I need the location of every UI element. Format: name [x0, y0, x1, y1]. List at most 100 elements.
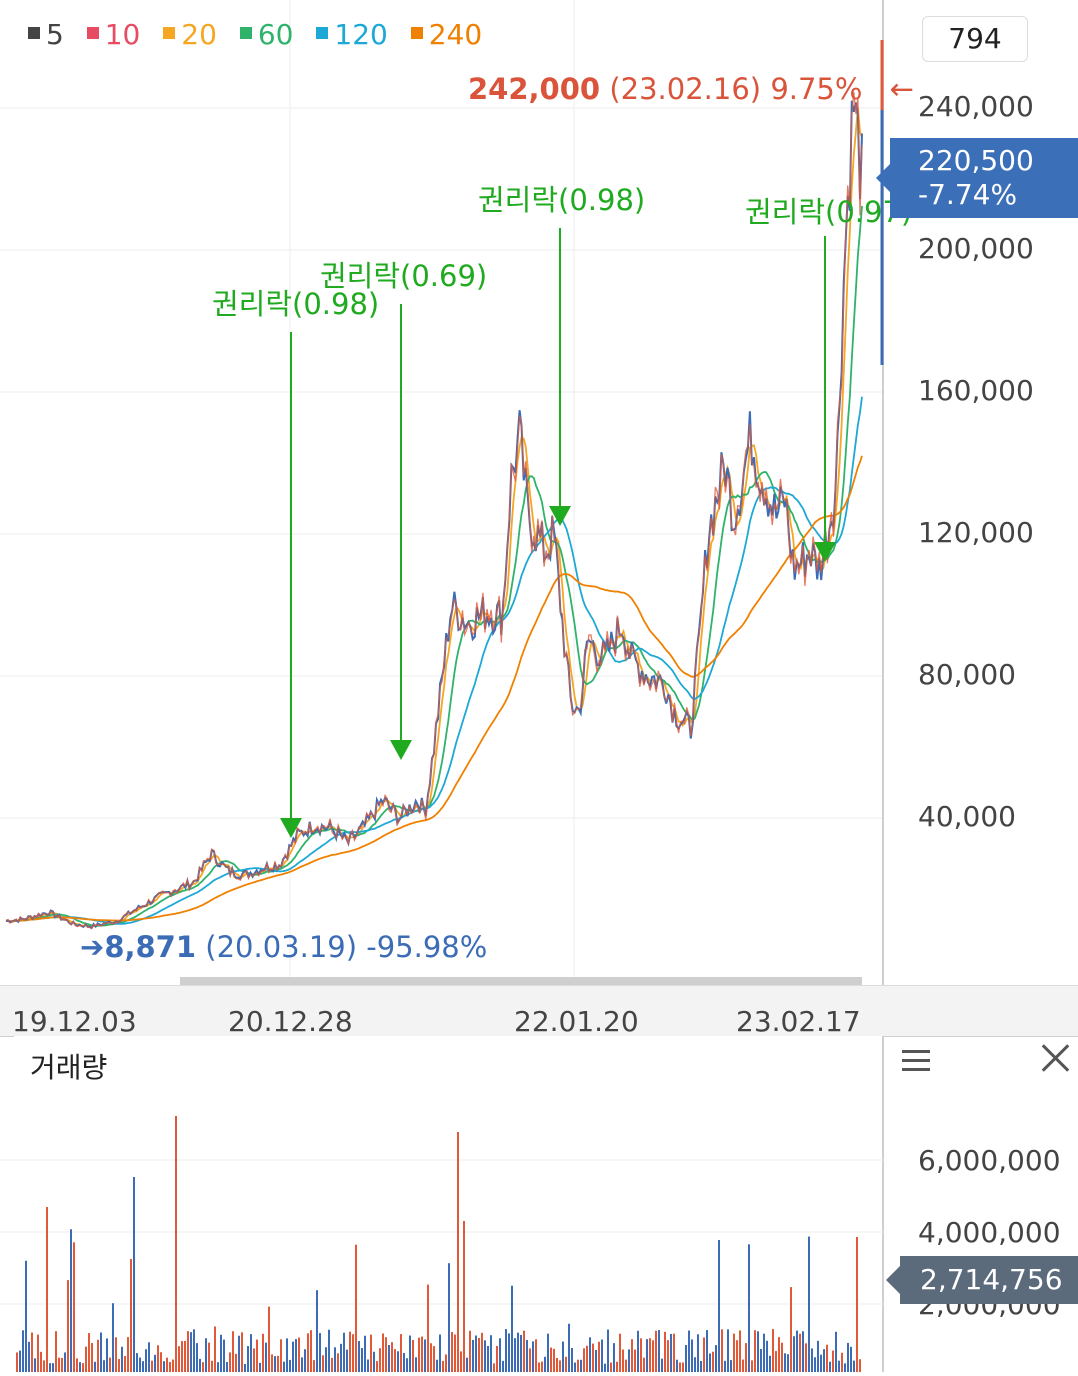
- volume-bar: [430, 1343, 432, 1372]
- volume-bar: [274, 1356, 276, 1372]
- volume-bar: [517, 1332, 519, 1372]
- volume-bar: [85, 1346, 87, 1372]
- volume-bar: [304, 1349, 306, 1372]
- volume-bar: [673, 1333, 675, 1372]
- volume-bar: [571, 1348, 573, 1372]
- volume-bar: [223, 1339, 225, 1372]
- volume-bar: [283, 1361, 285, 1372]
- volume-bar: [151, 1360, 153, 1372]
- legend-swatch-10: [86, 27, 99, 39]
- volume-bar: [496, 1345, 498, 1372]
- volume-bar: [715, 1345, 717, 1372]
- scroll-bar[interactable]: [180, 977, 862, 985]
- volume-bar: [226, 1362, 228, 1372]
- volume-bar: [670, 1333, 672, 1372]
- volume-bar: [853, 1360, 855, 1372]
- volume-bar: [406, 1358, 408, 1372]
- annotation-label: 권리락(0.97): [745, 195, 912, 229]
- legend-label-240: 240: [428, 18, 483, 51]
- volume-bar: [700, 1360, 702, 1372]
- volume-bar: [181, 1341, 183, 1372]
- volume-bar: [190, 1332, 192, 1372]
- volume-bar: [805, 1343, 807, 1372]
- volume-bar: [58, 1357, 60, 1372]
- volume-bar: [649, 1338, 651, 1372]
- legend-item-20[interactable]: 20: [163, 18, 217, 51]
- volume-chart[interactable]: [0, 1036, 1078, 1372]
- price-series-line-red: [5, 92, 863, 930]
- volume-bar: [136, 1353, 138, 1372]
- volume-bar: [739, 1330, 741, 1372]
- legend-swatch-5: [28, 27, 40, 39]
- volume-bar: [241, 1332, 243, 1372]
- price-chart[interactable]: 권리락(0.98)권리락(0.69)권리락(0.98) 권리락(0.97): [0, 0, 1078, 985]
- volume-bar: [814, 1357, 816, 1372]
- volume-current-badge: 2,714,756: [886, 1256, 1078, 1304]
- max-price-date: (23.02.16): [609, 72, 762, 106]
- volume-bar: [454, 1334, 456, 1372]
- volume-bar: [820, 1354, 822, 1372]
- volume-bar: [469, 1330, 471, 1372]
- volume-bar: [547, 1333, 549, 1372]
- volume-bar: [508, 1333, 510, 1372]
- legend-label-120: 120: [334, 18, 388, 51]
- volume-bar: [664, 1331, 666, 1372]
- volume-bar: [703, 1337, 705, 1372]
- legend-label-10: 10: [104, 18, 141, 51]
- annotation-label: 권리락(0.98): [478, 183, 645, 217]
- volume-bar: [175, 1116, 177, 1372]
- volume-bar: [373, 1351, 375, 1372]
- volume-bar: [718, 1240, 720, 1372]
- volume-bar: [334, 1347, 336, 1372]
- legend-item-120[interactable]: 120: [316, 18, 388, 51]
- volume-bar: [658, 1330, 660, 1372]
- volume-bar: [379, 1348, 381, 1372]
- volume-bar: [424, 1339, 426, 1372]
- volume-chart-panel[interactable]: [0, 1036, 1078, 1372]
- volume-bar: [262, 1333, 264, 1372]
- volume-bar: [106, 1338, 108, 1372]
- annotation-label: 권리락(0.98): [212, 287, 379, 321]
- volume-bar: [535, 1339, 537, 1372]
- volume-bar: [688, 1330, 690, 1372]
- volume-bar: [502, 1360, 504, 1372]
- volume-tick-label: 6,000,000: [918, 1144, 1061, 1177]
- price-chart-panel[interactable]: 권리락(0.98) 권리락(0.69) 권리락(0.98) 권리락(0.97) 5 1…: [0, 0, 1078, 985]
- legend-item-240[interactable]: 240: [410, 18, 483, 51]
- volume-bar: [697, 1334, 699, 1372]
- candle-count-box[interactable]: 794: [922, 16, 1028, 62]
- volume-bar: [712, 1351, 714, 1372]
- volume-bar: [154, 1354, 156, 1372]
- volume-bar: [538, 1362, 540, 1372]
- legend-item-10[interactable]: 10: [86, 18, 141, 51]
- volume-bar: [793, 1336, 795, 1372]
- volume-bar: [61, 1357, 63, 1372]
- volume-bar: [238, 1335, 240, 1372]
- close-icon[interactable]: [1040, 1042, 1072, 1074]
- volume-bar: [88, 1333, 90, 1372]
- legend-item-60[interactable]: 60: [239, 18, 293, 51]
- volume-bar: [412, 1340, 414, 1372]
- volume-bar: [421, 1336, 423, 1372]
- volume-bar: [184, 1340, 186, 1372]
- volume-bar: [541, 1361, 543, 1372]
- volume-bar: [112, 1303, 114, 1372]
- legend-item-5[interactable]: 5: [28, 18, 64, 51]
- volume-bar: [736, 1340, 738, 1372]
- volume-bar: [193, 1329, 195, 1372]
- volume-bar: [787, 1354, 789, 1372]
- volume-bar: [679, 1362, 681, 1372]
- volume-bar: [475, 1335, 477, 1372]
- volume-bar: [382, 1333, 384, 1372]
- volume-bar: [139, 1357, 141, 1372]
- volume-bar: [244, 1363, 246, 1372]
- volume-bar: [307, 1333, 309, 1372]
- volume-bar: [400, 1334, 402, 1372]
- legend-swatch-20: [163, 27, 176, 39]
- max-price-value: 242,000: [468, 72, 601, 106]
- volume-bar: [556, 1357, 558, 1372]
- volume-bar: [763, 1333, 765, 1372]
- menu-icon[interactable]: [900, 1046, 932, 1074]
- date-tick-label: 19.12.03: [12, 1005, 137, 1038]
- volume-bar: [340, 1343, 342, 1372]
